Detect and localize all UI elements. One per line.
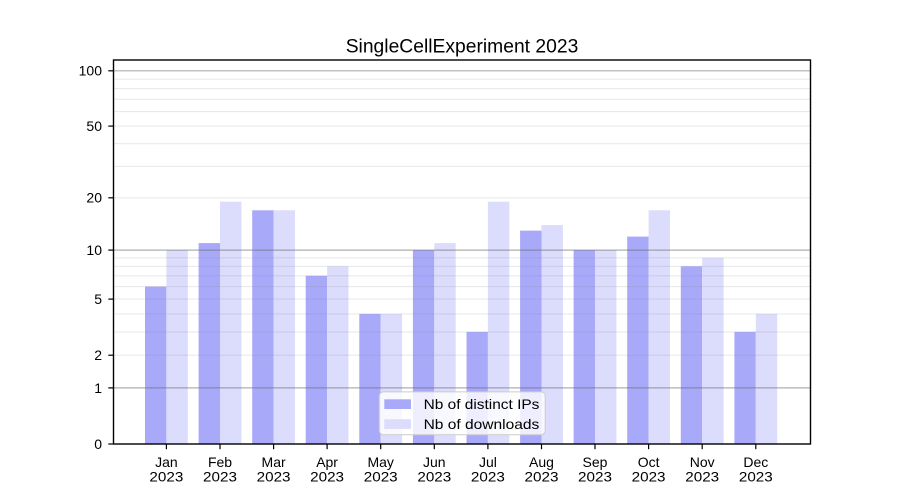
svg-text:100: 100 xyxy=(79,63,103,79)
svg-text:2023: 2023 xyxy=(471,468,505,484)
svg-text:0: 0 xyxy=(94,436,102,452)
svg-text:Apr: Apr xyxy=(316,454,338,470)
svg-text:2023: 2023 xyxy=(310,468,344,484)
svg-text:2023: 2023 xyxy=(257,468,291,484)
svg-text:20: 20 xyxy=(86,190,102,206)
svg-text:Jun: Jun xyxy=(423,454,446,470)
svg-text:Nov: Nov xyxy=(690,454,715,470)
svg-text:Oct: Oct xyxy=(638,454,660,470)
svg-text:Dec: Dec xyxy=(743,454,768,470)
svg-text:1: 1 xyxy=(94,380,102,396)
svg-text:Aug: Aug xyxy=(529,454,554,470)
svg-text:Mar: Mar xyxy=(262,454,286,470)
svg-text:2023: 2023 xyxy=(364,468,398,484)
svg-text:Jan: Jan xyxy=(155,454,178,470)
svg-text:2023: 2023 xyxy=(417,468,451,484)
svg-text:2023: 2023 xyxy=(578,468,612,484)
svg-text:5: 5 xyxy=(94,291,102,307)
svg-text:2023: 2023 xyxy=(739,468,773,484)
svg-text:May: May xyxy=(367,454,393,470)
svg-text:Sep: Sep xyxy=(583,454,608,470)
svg-text:2023: 2023 xyxy=(203,468,237,484)
svg-text:Nb of downloads: Nb of downloads xyxy=(424,416,540,432)
svg-text:Feb: Feb xyxy=(208,454,232,470)
svg-text:2023: 2023 xyxy=(149,468,183,484)
svg-text:2023: 2023 xyxy=(525,468,559,484)
svg-text:SingleCellExperiment 2023: SingleCellExperiment 2023 xyxy=(346,36,579,58)
svg-text:2: 2 xyxy=(94,347,102,363)
svg-text:2023: 2023 xyxy=(685,468,719,484)
svg-text:Nb of distinct IPs: Nb of distinct IPs xyxy=(424,396,540,412)
svg-text:2023: 2023 xyxy=(632,468,666,484)
svg-text:50: 50 xyxy=(86,118,102,134)
svg-text:10: 10 xyxy=(86,242,102,258)
svg-text:Jul: Jul xyxy=(479,454,497,470)
